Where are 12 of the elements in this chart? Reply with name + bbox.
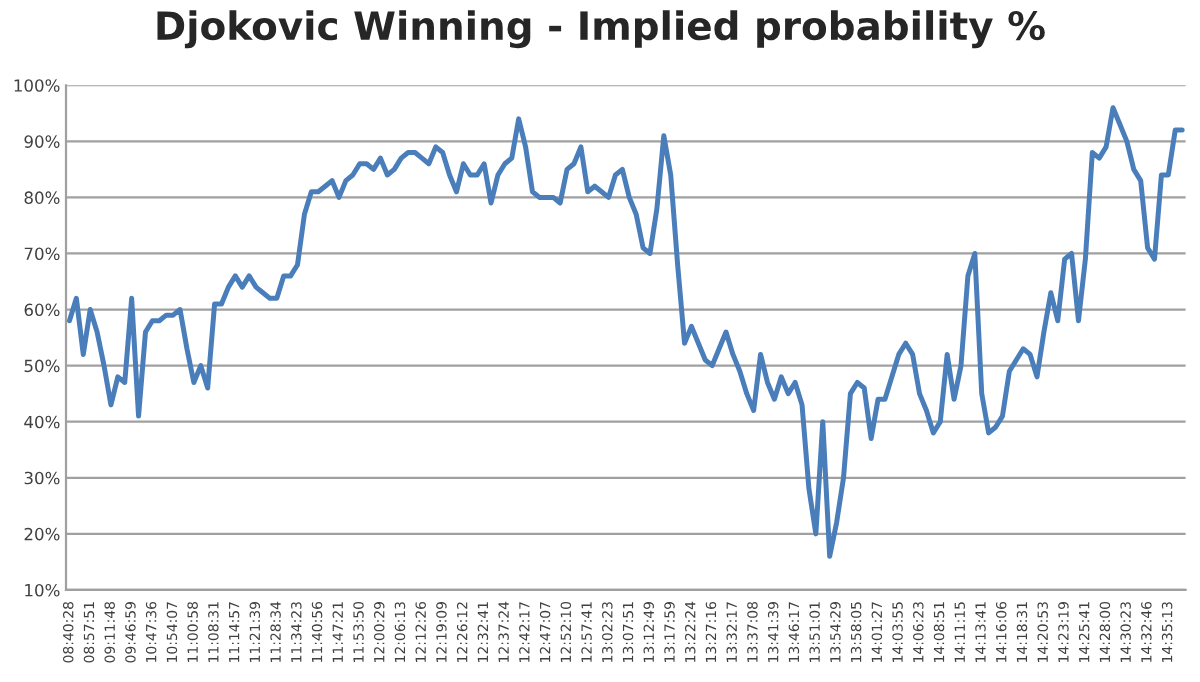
y-tick-label: 20%: [24, 527, 60, 541]
y-tick-label: 10%: [25, 583, 60, 597]
y-tick-label: 100%: [14, 79, 60, 92]
y-tick-label: 90%: [24, 135, 60, 148]
y-tick-label: 40%: [24, 415, 60, 429]
chart-title: Djokovic Winning - Implied probability %: [157, 10, 1045, 49]
y-tick-label: 60%: [24, 303, 60, 317]
y-tick-label: 80%: [24, 191, 60, 204]
y-tick-label: 30%: [24, 471, 60, 485]
line-series: [66, 105, 1185, 559]
y-tick-label: 50%: [24, 359, 60, 373]
y-tick-label: 70%: [24, 247, 60, 261]
